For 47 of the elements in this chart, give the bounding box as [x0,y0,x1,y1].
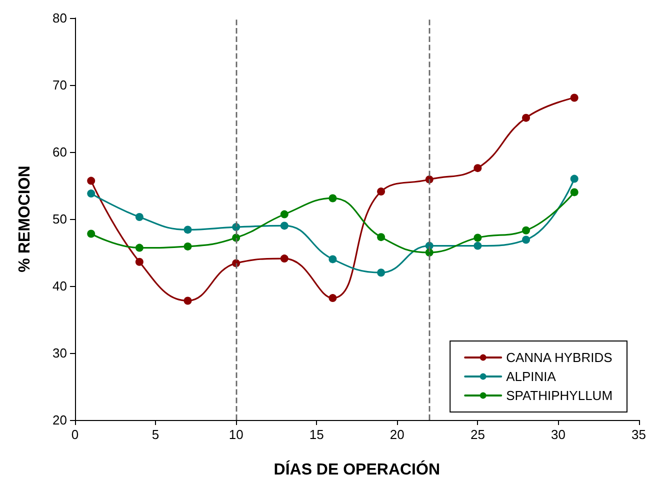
y-tick-label: 30 [52,346,67,360]
legend-label: ALPINIA [506,369,556,384]
point [135,258,144,266]
point [87,230,96,238]
y-tick-label: 80 [52,10,67,26]
point [184,296,192,305]
x-tick-label: 15 [309,427,324,442]
point [87,190,96,198]
point [377,233,386,242]
point [135,212,144,221]
y-tick-label: 50 [52,212,67,226]
point [280,254,288,263]
x-tick-label: 5 [152,427,160,442]
point [474,164,482,172]
y-tick-label: 70 [52,78,67,92]
x-tick-label: 30 [550,427,566,442]
point [328,294,337,302]
point [522,226,530,234]
legend-label: SPATHIPHYLLUM [506,388,613,403]
y-tick-label: 40 [52,278,67,294]
point [474,242,482,250]
x-tick-label: 0 [71,427,79,442]
point [280,210,288,218]
y-tick-label: 60 [52,144,67,160]
point [328,194,337,202]
x-axis-title: DÍAS DE OPERACIÓN [274,460,440,478]
point [377,268,386,277]
point [328,255,337,264]
point [522,236,530,244]
point [522,114,530,122]
point [135,244,144,252]
x-tick-label: 10 [228,427,244,442]
legend-label: CANNA HYBRIDS [506,350,613,365]
x-tick-label: 25 [470,427,485,442]
point [87,176,96,185]
point [377,188,386,196]
y-axis-title: % REMOCION [16,166,34,272]
point [570,174,578,183]
x-tick-label: 35 [632,427,646,442]
point [570,188,578,196]
point [184,226,192,234]
y-tick-label: 20 [52,412,67,428]
point [570,94,578,102]
point [184,242,192,250]
point [280,222,288,230]
point [474,234,482,242]
x-tick-label: 20 [390,427,404,442]
